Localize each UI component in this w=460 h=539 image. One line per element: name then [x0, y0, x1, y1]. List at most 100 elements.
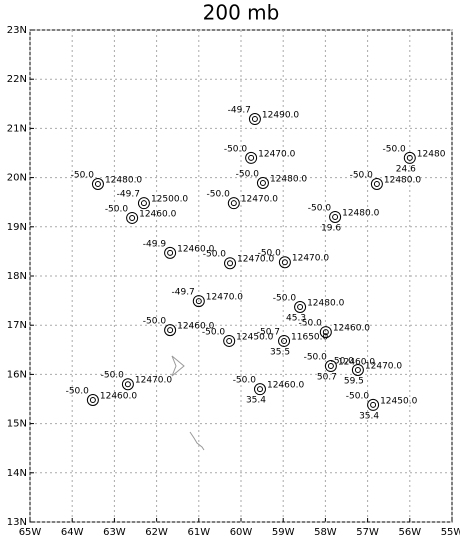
- height: 12480: [417, 149, 446, 159]
- station-dot: [406, 154, 413, 161]
- station-ring: [278, 256, 291, 269]
- station-dot: [256, 386, 263, 393]
- temperature: -50.0: [236, 170, 260, 180]
- station-dot: [167, 327, 174, 334]
- station-dot: [89, 396, 96, 403]
- y-tick-label: 21N: [7, 123, 27, 134]
- station-value: 19.6: [321, 223, 341, 233]
- x-tick-label: 63W: [103, 527, 126, 538]
- station-ring: [164, 246, 177, 259]
- temperature: -50.0: [331, 356, 355, 366]
- station-ring: [294, 300, 307, 313]
- station-dot: [227, 260, 234, 267]
- coastline: [189, 431, 205, 451]
- height: 12460.0: [338, 358, 375, 368]
- height: 12480.0: [384, 175, 421, 185]
- station-value: 45.3: [286, 313, 306, 323]
- temperature: -50.0: [66, 386, 90, 396]
- station-dot: [373, 180, 380, 187]
- station-ring: [86, 393, 99, 406]
- temperature: -50.0: [299, 319, 323, 329]
- temperature: -50.0: [101, 371, 125, 381]
- x-tick-label: 64W: [61, 527, 84, 538]
- station-ring: [192, 295, 205, 308]
- station-dot: [354, 366, 361, 373]
- station-dot: [230, 200, 237, 207]
- height: 12490.0: [262, 111, 299, 121]
- temperature: -50.0: [233, 376, 257, 386]
- height: 12480.0: [105, 175, 142, 185]
- height: 12450.0: [236, 332, 273, 342]
- station-ring: [137, 197, 150, 210]
- temperature: -50.0: [207, 190, 231, 200]
- x-tick-label: 58W: [314, 527, 337, 538]
- x-tick-label: 65W: [19, 527, 42, 538]
- height: 12480.0: [342, 208, 379, 218]
- height: 12460.0: [100, 391, 137, 401]
- station-dot: [327, 363, 334, 370]
- station-ring: [329, 210, 342, 223]
- temperature: -50.0: [224, 144, 248, 154]
- station-ring: [223, 334, 236, 347]
- temperature: -50.0: [346, 391, 370, 401]
- y-tick-label: 16N: [7, 369, 27, 380]
- temperature: -50.0: [71, 170, 95, 180]
- y-tick-label: 19N: [7, 222, 27, 233]
- height: 12470.0: [241, 195, 278, 205]
- height: 11650.0: [291, 332, 328, 342]
- y-tick-label: 23N: [7, 25, 27, 36]
- y-tick-label: 22N: [7, 74, 27, 85]
- coastline: [171, 355, 185, 377]
- station-value: 50.7: [317, 373, 337, 383]
- station-ring: [227, 197, 240, 210]
- height: 12460.0: [267, 381, 304, 391]
- temperature: -50.0: [273, 293, 297, 303]
- station-ring: [367, 398, 380, 411]
- temperature: -49.7: [228, 106, 251, 116]
- y-tick-label: 14N: [7, 468, 27, 479]
- temperature: -50.0: [308, 203, 332, 213]
- station-dot: [195, 298, 202, 305]
- station-value: 35.5: [270, 347, 290, 357]
- x-tick-label: 60W: [230, 527, 253, 538]
- station-dot: [251, 116, 258, 123]
- height: 12470.0: [365, 361, 402, 371]
- y-tick-label: 18N: [7, 271, 27, 282]
- temperature: -49.9: [143, 239, 167, 249]
- height: 12460.0: [139, 209, 176, 219]
- height: 12460.0: [177, 244, 214, 254]
- station-ring: [278, 334, 291, 347]
- y-tick-label: 15N: [7, 419, 27, 430]
- temperature: -49.7: [172, 288, 195, 298]
- height: 12470.0: [258, 149, 295, 159]
- temperature: -50.0: [383, 144, 407, 154]
- station-dot: [370, 401, 377, 408]
- station-ring: [224, 257, 237, 270]
- temperature: -50.0: [203, 250, 227, 260]
- station-ring: [121, 378, 134, 391]
- station-ring: [324, 360, 337, 373]
- temperature: -50.0: [105, 204, 129, 214]
- station-dot: [281, 259, 288, 266]
- y-tick-label: 20N: [7, 173, 27, 184]
- height: 12470.0: [206, 293, 243, 303]
- station-ring: [351, 363, 364, 376]
- station-dot: [94, 180, 101, 187]
- height: 12470.0: [292, 254, 329, 264]
- height: 12500.0: [151, 195, 188, 205]
- station-dot: [124, 381, 131, 388]
- x-tick-label: 59W: [272, 527, 295, 538]
- station-dot: [129, 214, 136, 221]
- x-tick-label: 62W: [145, 527, 168, 538]
- x-tick-label: 55W: [441, 527, 460, 538]
- station-dot: [167, 249, 174, 256]
- height: 12480.0: [307, 298, 344, 308]
- station-ring: [370, 177, 383, 190]
- station-dot: [322, 329, 329, 336]
- station-dot: [226, 337, 233, 344]
- height: 12460.0: [177, 322, 214, 332]
- temperature: -50.0: [304, 353, 328, 363]
- station-dot: [281, 337, 288, 344]
- x-tick-label: 56W: [398, 527, 421, 538]
